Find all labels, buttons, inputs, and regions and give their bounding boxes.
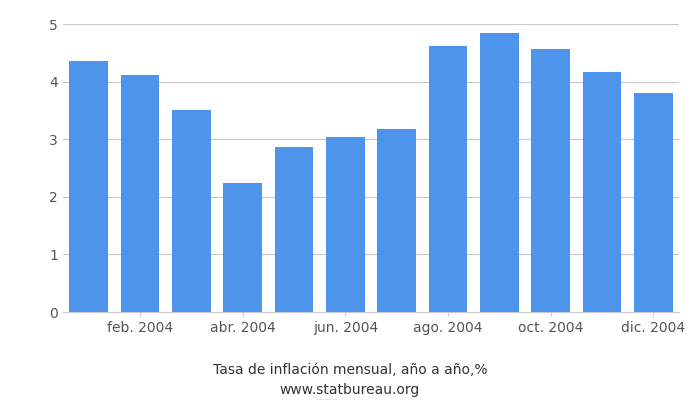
Bar: [377, 129, 416, 312]
Bar: [480, 33, 519, 312]
Bar: [634, 92, 673, 312]
Bar: [531, 49, 570, 312]
Text: Tasa de inflación mensual, año a año,%: Tasa de inflación mensual, año a año,%: [213, 363, 487, 377]
Bar: [172, 110, 211, 312]
Text: www.statbureau.org: www.statbureau.org: [280, 383, 420, 397]
Bar: [223, 183, 262, 312]
Bar: [120, 75, 160, 312]
Bar: [582, 72, 622, 312]
Bar: [428, 46, 468, 312]
Bar: [274, 147, 314, 312]
Bar: [69, 62, 108, 312]
Bar: [326, 138, 365, 312]
